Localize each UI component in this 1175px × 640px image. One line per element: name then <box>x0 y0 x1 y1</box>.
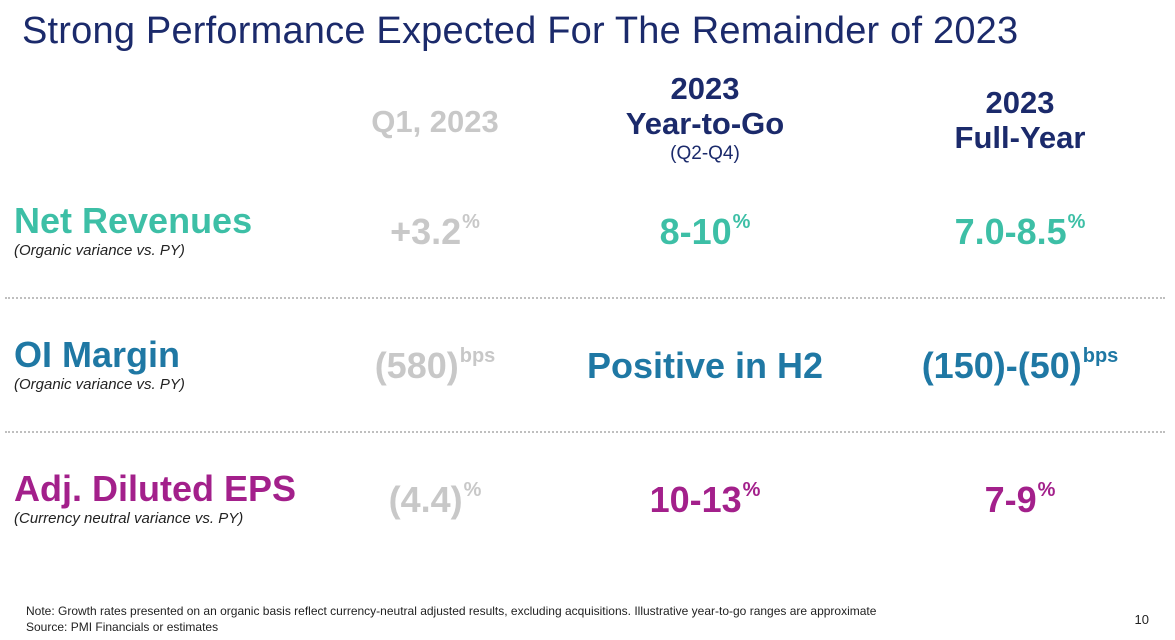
column-header-ytg-year: 2023 <box>670 71 740 106</box>
value-unit: % <box>463 479 482 501</box>
page-number: 10 <box>1134 612 1149 627</box>
column-header-year-to-go: 2023 Year-to-Go (Q2-Q4) <box>590 71 820 165</box>
oi-margin-ytg-value: Positive in H2 <box>580 348 830 384</box>
oi-margin-fy-value: (150)-(50)bps <box>895 345 1145 386</box>
eps-q1-value: (4.4)% <box>330 479 540 520</box>
value-unit: % <box>1037 479 1056 501</box>
row-label-oi-margin: OI Margin (Organic variance vs. PY) <box>14 336 185 393</box>
eps-ytg-value: 10-13% <box>580 479 830 520</box>
column-header-fy-year: 2023 <box>985 85 1055 120</box>
page-title: Strong Performance Expected For The Rema… <box>22 10 1019 52</box>
row-name: Adj. Diluted EPS <box>14 468 297 509</box>
oi-margin-q1-value: (580)bps <box>330 345 540 386</box>
value-unit: % <box>742 479 761 501</box>
value-text: 10-13 <box>649 479 742 520</box>
value-unit: % <box>732 211 751 233</box>
value-unit: % <box>462 211 480 233</box>
row-divider <box>5 431 1165 433</box>
eps-fy-value: 7-9% <box>895 479 1145 520</box>
net-revenues-ytg-value: 8-10% <box>580 211 830 252</box>
value-unit: bps <box>1082 345 1119 367</box>
footnote-source: Source: PMI Financials or estimates <box>26 619 219 634</box>
footnote: Note: Growth rates presented on an organ… <box>26 604 876 635</box>
row-label-adj-diluted-eps: Adj. Diluted EPS (Currency neutral varia… <box>14 470 296 527</box>
row-description: (Organic variance vs. PY) <box>14 375 185 393</box>
value-text: (4.4) <box>388 479 463 520</box>
row-description: (Organic variance vs. PY) <box>14 241 185 259</box>
value-text: (580) <box>374 345 459 386</box>
row-name: Net Revenues <box>14 200 253 241</box>
column-header-full-year: 2023 Full-Year <box>910 85 1130 155</box>
column-header-q1: Q1, 2023 <box>371 104 499 139</box>
value-text: 7.0-8.5 <box>954 211 1067 252</box>
row-label-net-revenues: Net Revenues (Organic variance vs. PY) <box>14 202 252 259</box>
column-header-fy-label: Full-Year <box>954 119 1086 155</box>
net-revenues-fy-value: 7.0-8.5% <box>895 211 1145 252</box>
value-unit: % <box>1067 211 1086 233</box>
value-text: +3.2 <box>390 211 462 252</box>
row-divider <box>5 297 1165 299</box>
column-header-ytg-sub: (Q2-Q4) <box>670 143 740 165</box>
value-text: 7-9 <box>984 479 1037 520</box>
value-unit: bps <box>459 345 496 367</box>
row-name: OI Margin <box>14 334 181 375</box>
row-description: (Currency neutral variance vs. PY) <box>14 509 244 527</box>
value-text: Positive in H2 <box>586 345 824 386</box>
value-text: (150)-(50) <box>921 345 1082 386</box>
column-header-ytg-label: Year-to-Go <box>625 105 785 141</box>
net-revenues-q1-value: +3.2% <box>330 211 540 252</box>
footnote-note: Note: Growth rates presented on an organ… <box>26 604 877 618</box>
value-text: 8-10 <box>659 211 732 252</box>
